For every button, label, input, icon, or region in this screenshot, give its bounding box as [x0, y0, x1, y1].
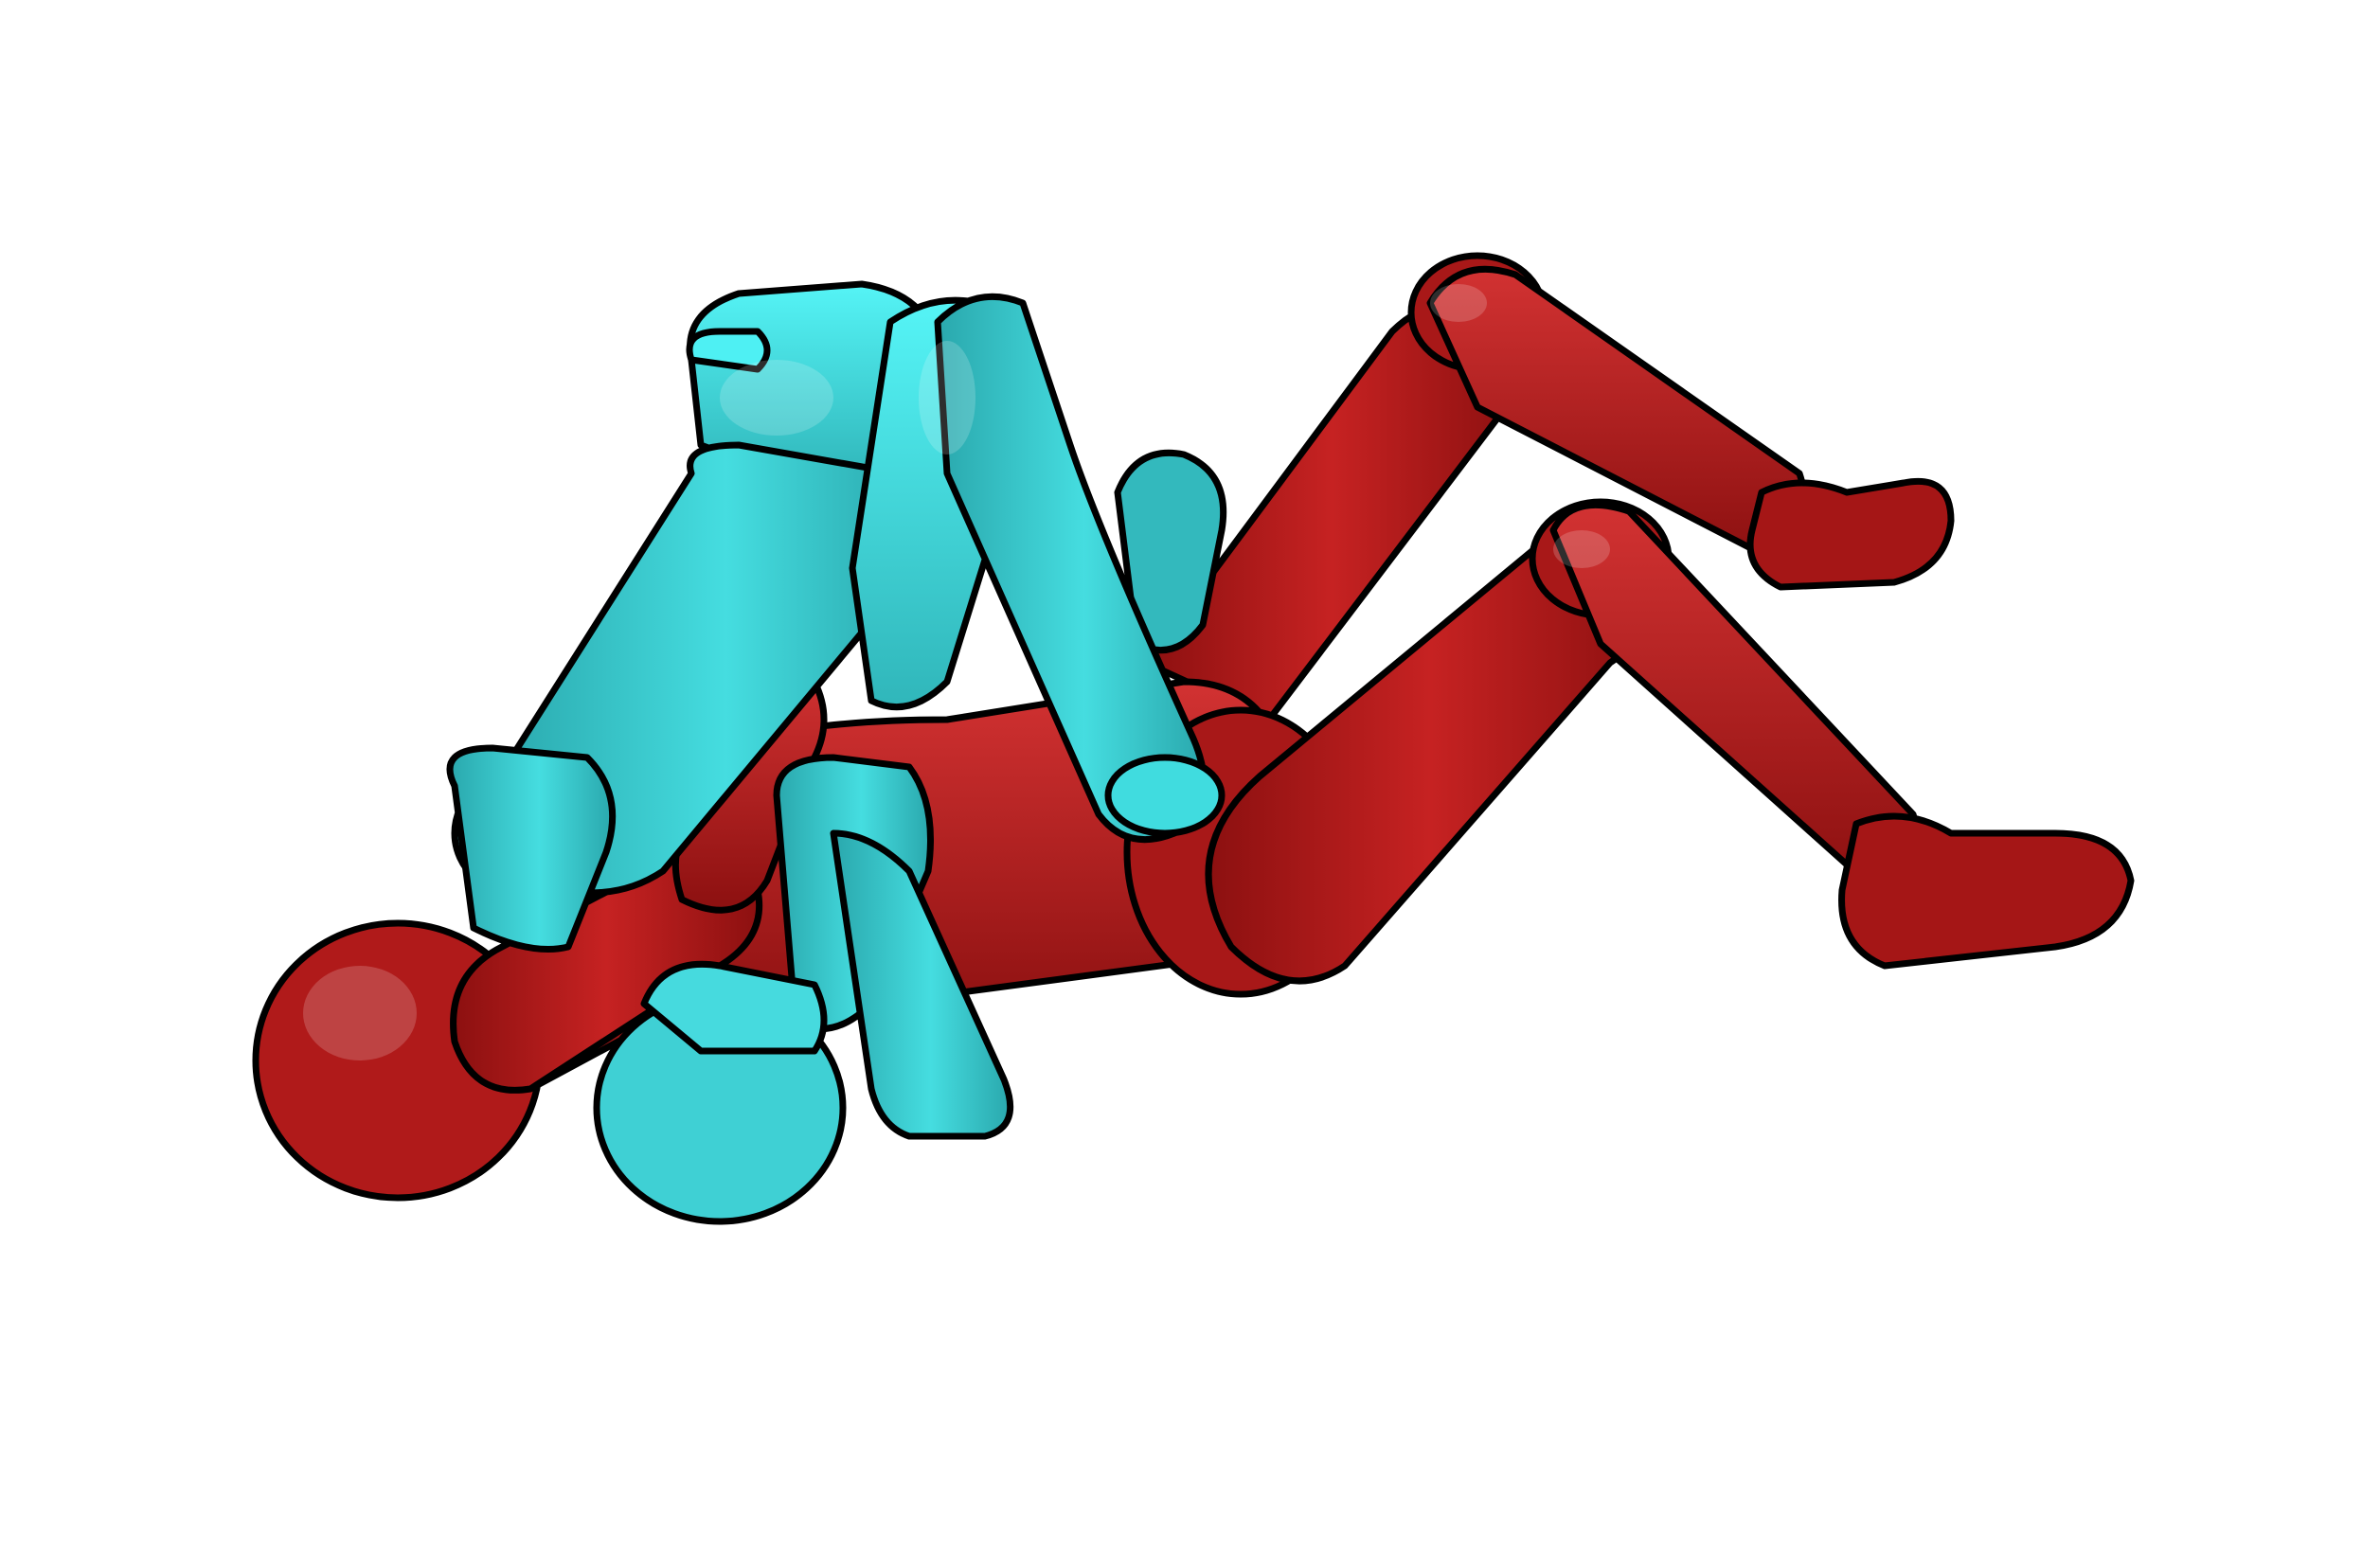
cyan-shoulder — [640, 960, 828, 1055]
red-back-foot — [1746, 477, 1955, 591]
cyan-upper-arm — [934, 293, 1208, 844]
highlights — [303, 284, 1610, 1060]
cyan-left-shin — [446, 744, 617, 953]
cyan-mannequin — [446, 280, 1227, 1225]
cyan-hand — [1104, 754, 1226, 837]
cyan-back-arm — [1114, 449, 1227, 654]
cyan-foot — [686, 328, 771, 373]
cyan-right-shin — [830, 829, 1014, 1140]
red-front-foot — [1838, 812, 2135, 970]
